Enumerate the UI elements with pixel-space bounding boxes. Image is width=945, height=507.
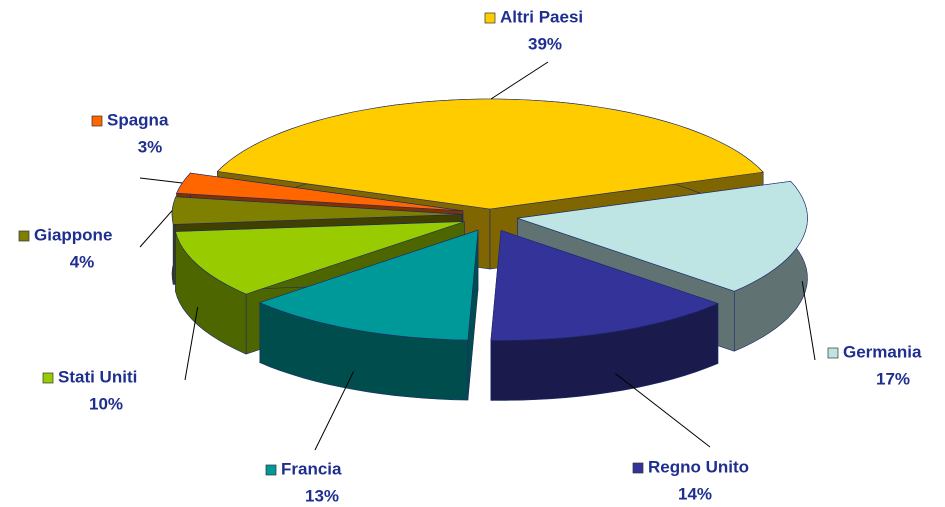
slice-label: Regno Unito: [648, 457, 749, 476]
leader-line: [139, 210, 173, 248]
slice-label: Stati Uniti: [58, 367, 137, 386]
legend-swatch: [632, 462, 644, 474]
leader-line: [184, 306, 199, 381]
leader-line: [139, 177, 183, 184]
slice: [175, 221, 465, 295]
legend-swatch: [827, 347, 839, 359]
leader-line: [490, 61, 549, 100]
slice-label: Francia: [281, 459, 342, 478]
slice-value-label: 13%: [305, 486, 339, 505]
slice-value-label: 3%: [138, 137, 163, 156]
slice: [171, 196, 463, 225]
slice-value-label: 39%: [528, 34, 562, 53]
slice: [258, 229, 479, 341]
slice-value-label: 10%: [89, 394, 123, 413]
legend-swatch: [18, 230, 30, 242]
slice: [517, 180, 808, 292]
legend-swatch: [91, 115, 103, 127]
leader-line: [614, 373, 711, 448]
slice-label: Germania: [843, 342, 922, 361]
legend-swatch: [484, 12, 496, 24]
slice-label: Spagna: [107, 110, 169, 129]
leader-line: [314, 371, 355, 451]
legend-swatch: [42, 372, 54, 384]
slice-label: Giappone: [34, 225, 112, 244]
leader-line: [801, 281, 816, 361]
legend-swatch: [265, 464, 277, 476]
slice-value-label: 4%: [70, 252, 95, 271]
slice-value-label: 14%: [678, 484, 712, 503]
slice: [490, 229, 719, 341]
slice-value-label: 17%: [876, 369, 910, 388]
slice-label: Altri Paesi: [500, 7, 583, 26]
